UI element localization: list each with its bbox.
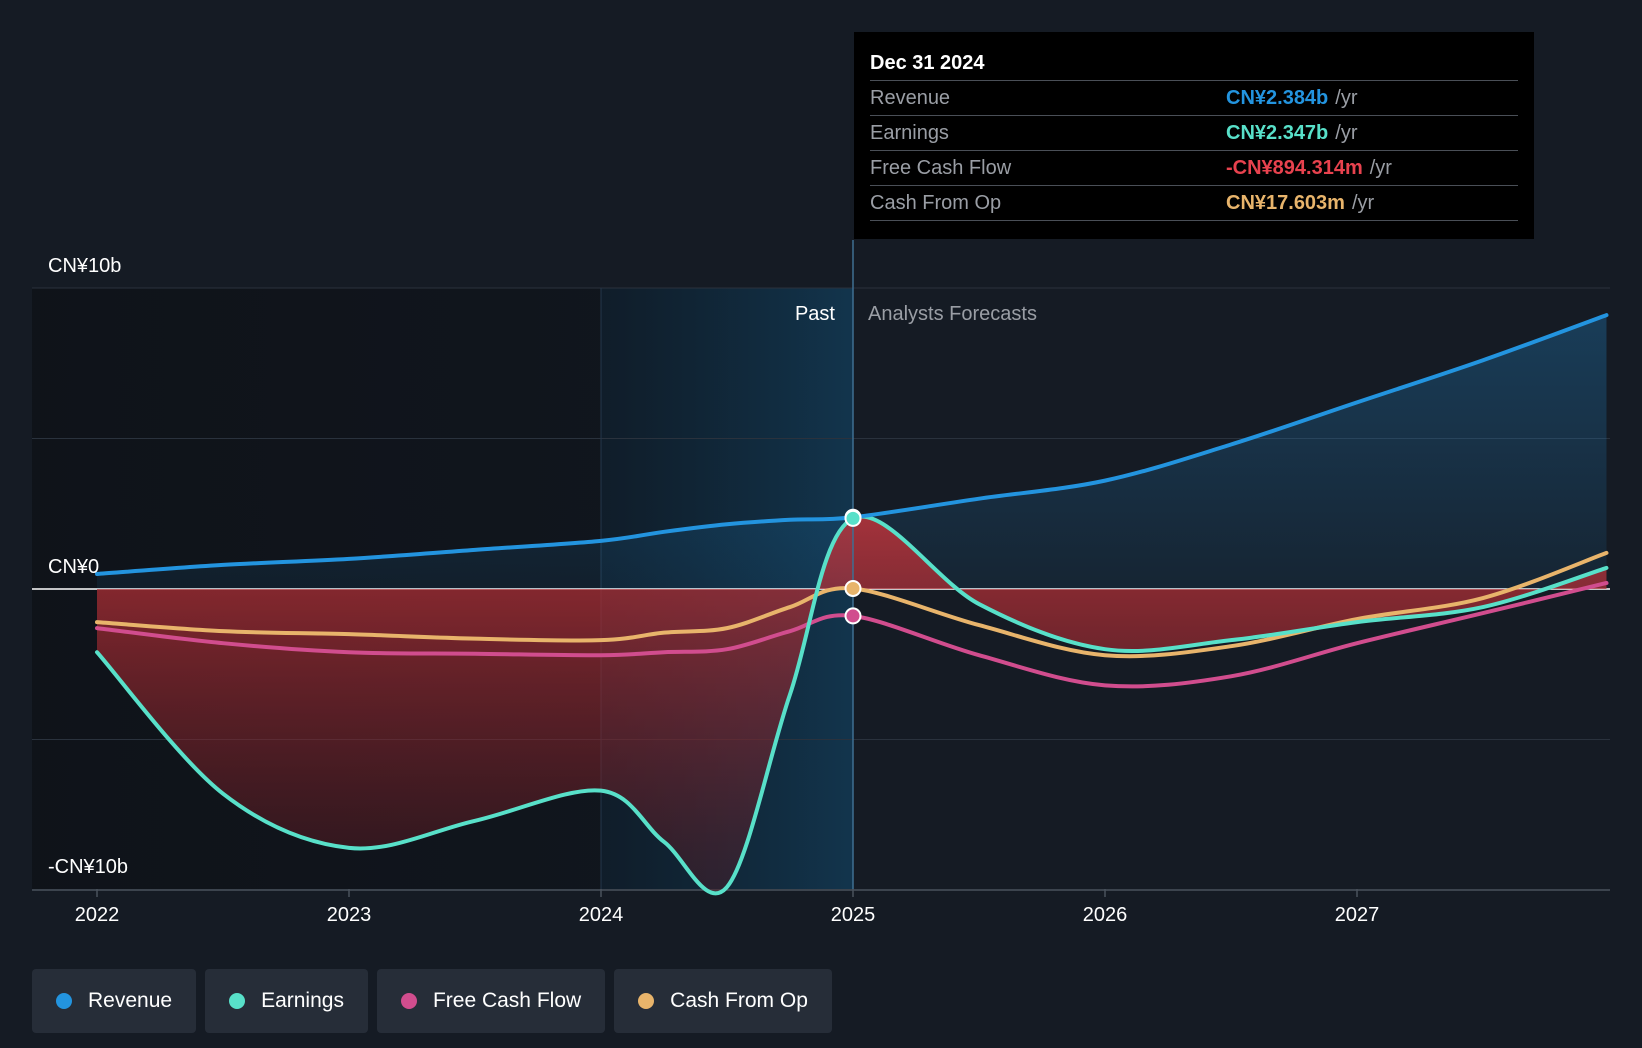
- tooltip-value: CN¥17.603m: [1226, 192, 1345, 214]
- tooltip-row-cash-from-op: Cash From Op CN¥17.603m /yr: [870, 186, 1518, 221]
- revenue-area: [97, 315, 1607, 589]
- x-tick-label: 2023: [327, 904, 372, 926]
- marker-earnings[interactable]: [844, 509, 862, 527]
- legend-label: Free Cash Flow: [432, 989, 582, 1012]
- tooltip-row-revenue: Revenue CN¥2.384b /yr: [870, 81, 1518, 116]
- tooltip-label: Revenue: [870, 87, 951, 109]
- legend-item-earnings[interactable]: Earnings: [205, 969, 368, 1033]
- legend-dot-icon: [56, 993, 72, 1009]
- tooltip-row-earnings: Earnings CN¥2.347b /yr: [870, 116, 1518, 151]
- x-tick-label: 2026: [1083, 904, 1128, 926]
- tooltip-value: -CN¥894.314m: [1226, 157, 1363, 179]
- legend-dot-icon: [638, 993, 655, 1009]
- legend-item-free-cash-flow[interactable]: Free Cash Flow: [376, 969, 606, 1033]
- tooltip: Dec 31 2024 Revenue CN¥2.384b /yr Earnin…: [854, 32, 1534, 239]
- past-label: Past: [795, 303, 835, 325]
- y-label-top: CN¥10b: [48, 255, 121, 277]
- legend-label: Revenue: [88, 989, 173, 1012]
- tooltip-unit: /yr: [1335, 122, 1358, 144]
- legend-label: Cash From Op: [670, 989, 808, 1012]
- tooltip-value: CN¥2.347b: [1226, 122, 1329, 144]
- marker-cash-from-op[interactable]: [844, 579, 862, 597]
- x-tick-label: 2025: [831, 904, 876, 926]
- tooltip-date: Dec 31 2024: [870, 46, 1518, 81]
- legend-item-revenue[interactable]: Revenue: [32, 969, 197, 1033]
- tooltip-label: Cash From Op: [870, 192, 1002, 214]
- x-tick-label: 2022: [75, 904, 120, 926]
- legend: Revenue Earnings Free Cash Flow Cash Fro…: [32, 969, 832, 1033]
- tooltip-unit: /yr: [1335, 87, 1358, 109]
- y-label-bottom: -CN¥10b: [48, 856, 128, 878]
- series-line-revenue: [95, 313, 1609, 576]
- tooltip-row-free-cash-flow: Free Cash Flow -CN¥894.314m /yr: [870, 151, 1518, 186]
- forecast-label: Analysts Forecasts: [868, 303, 1037, 325]
- legend-dot-icon: [400, 993, 417, 1009]
- legend-dot-icon: [229, 993, 246, 1009]
- tooltip-unit: /yr: [1369, 157, 1392, 179]
- tooltip-label: Earnings: [870, 122, 949, 144]
- chart: Past Analysts Forecasts CN¥10b CN¥0 -CN¥…: [32, 240, 1610, 926]
- x-tick-label: 2024: [579, 904, 624, 926]
- x-tick-label: 2027: [1335, 904, 1380, 926]
- legend-label: Earnings: [261, 989, 344, 1012]
- y-label-zero: CN¥0: [48, 556, 99, 578]
- earnings-negative-area: [97, 516, 1607, 894]
- tooltip-value: CN¥2.384b: [1226, 87, 1329, 109]
- tooltip-label: Free Cash Flow: [870, 157, 1012, 179]
- marker-free-cash-flow[interactable]: [844, 607, 862, 625]
- series-line-earnings: [95, 514, 1609, 896]
- legend-item-cash-from-op[interactable]: Cash From Op: [614, 969, 832, 1033]
- tooltip-unit: /yr: [1351, 192, 1375, 214]
